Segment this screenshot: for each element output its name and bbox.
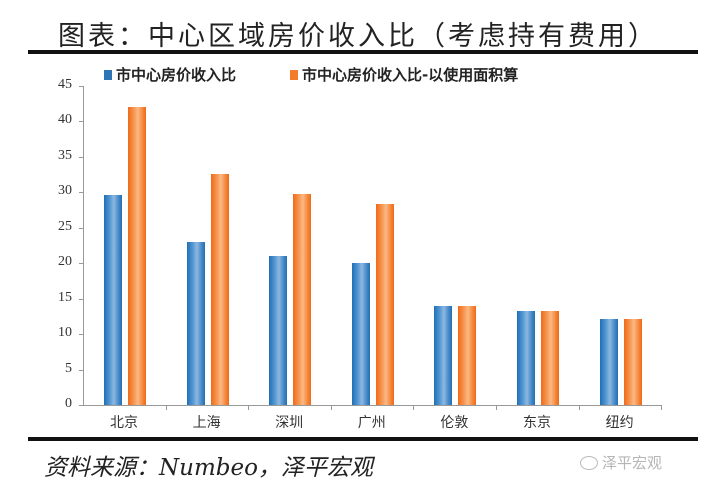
bar-blue [269,256,288,405]
x-axis [83,405,661,406]
bar-orange [623,318,642,405]
bar-blue [351,263,370,405]
bar-blue [599,318,618,405]
bar-blue [186,241,205,405]
bar-blue [104,195,122,405]
x-tick-label: 纽约 [605,415,634,431]
bar-orange [541,310,559,405]
y-tick-label: 0 [65,396,72,411]
y-tick-mark [79,263,84,265]
wechat-icon [580,455,598,470]
y-tick-label: 5 [65,360,72,376]
title-divider [28,50,698,54]
x-tick-mark [496,405,497,410]
x-tick-mark [248,405,250,410]
legend-swatch-orange [290,69,299,80]
x-tick-label: 上海 [192,415,221,431]
legend: 市中心房价收入比 市中心房价收入比-以使用面积算 [104,64,518,85]
x-tick-mark [413,405,415,410]
y-tick-label: 25 [58,218,72,234]
y-tick-label: 45 [58,77,72,92]
x-tick-mark [578,405,580,410]
legend-swatch-blue [104,69,112,80]
y-tick-mark [79,86,84,87]
x-tick-label: 深圳 [275,415,304,431]
x-tick-label: 广州 [357,415,386,431]
y-tick-label: 10 [58,325,72,341]
bar-orange [293,193,312,405]
bar-orange [375,204,394,405]
y-axis [83,86,84,406]
y-tick-mark [79,298,84,300]
bar-orange [458,305,477,405]
source-note: 资料来源：Numbeo，泽平宏观 [44,455,373,481]
legend-label: 市中心房价收入比 [116,66,237,84]
y-tick-label: 15 [58,289,72,305]
watermark: 泽平宏观 [580,452,662,473]
y-tick-label: 40 [58,112,72,128]
legend-item-series-1: 市中心房价收入比 [104,64,236,85]
legend-label: 市中心房价收入比-以使用面积算 [302,66,519,84]
bar-blue [517,310,535,405]
legend-item-series-2: 市中心房价收入比-以使用面积算 [290,64,518,85]
bar-blue [434,305,453,405]
bar-orange [210,173,229,405]
x-tick-label: 东京 [523,415,551,431]
x-tick-mark [661,405,663,410]
plot-area: 0 5 10 15 20 25 30 35 40 45 北京 上海 深圳 广州 伦敦 东京 纽约 [58,77,663,431]
x-tick-label: 北京 [110,415,138,431]
footer-divider [28,437,698,441]
y-tick-mark [79,334,84,336]
y-tick-mark [79,156,84,158]
y-tick-mark [79,405,84,406]
x-tick-mark [330,405,332,410]
y-tick-mark [79,192,84,194]
x-tick-mark [165,405,167,410]
x-tick-label: 伦敦 [440,415,469,431]
y-tick-label: 30 [58,183,72,199]
y-tick-mark [79,369,84,371]
chart-title: 图表：中心区域房价收入比（考虑持有费用） [58,21,658,52]
y-tick-mark [79,121,84,123]
watermark-text: 泽平宏观 [602,454,663,472]
y-tick-label: 20 [58,254,72,270]
y-tick-mark [79,227,84,229]
bar-orange [128,107,146,405]
y-tick-label: 35 [58,147,72,163]
